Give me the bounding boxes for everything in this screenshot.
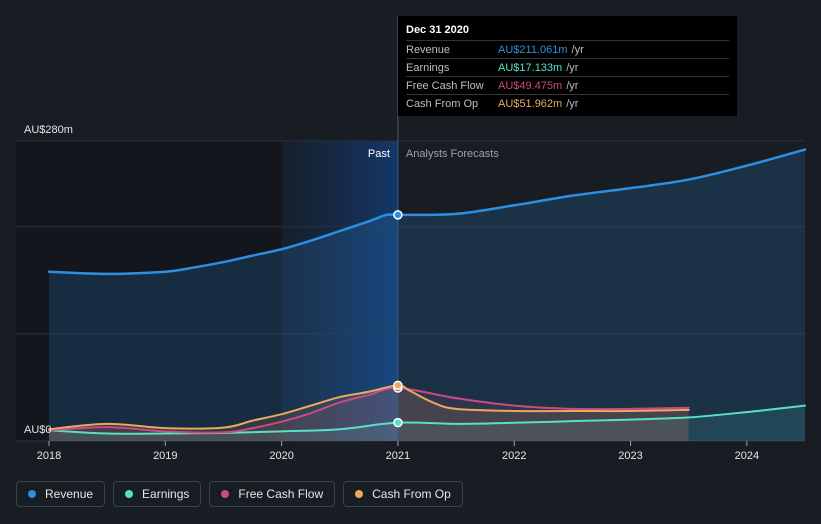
x-tick-label: 2024 <box>735 450 759 462</box>
tooltip-series-unit: /yr <box>571 43 584 56</box>
legend-item-earnings[interactable]: Earnings <box>113 481 202 507</box>
tooltip-row: Free Cash Flow AU$49.475m/yr <box>406 76 729 94</box>
tooltip-series-value: AU$17.133m <box>498 61 563 74</box>
tooltip-series-name: Free Cash Flow <box>406 79 484 92</box>
forecast-label: Analysts Forecasts <box>406 148 499 160</box>
legend-dot-icon <box>28 490 36 498</box>
legend-item-revenue[interactable]: Revenue <box>16 481 106 507</box>
free-cash-flow-area <box>49 387 689 441</box>
tooltip-series-value: AU$51.962m <box>498 97 563 110</box>
tooltip-row: Earnings AU$17.133m/yr <box>406 58 729 76</box>
tooltip: Dec 31 2020 Revenue AU$211.061m/yr Earning… <box>398 16 737 116</box>
x-tick-label: 2020 <box>269 450 293 462</box>
tooltip-row: Revenue AU$211.061m/yr <box>406 40 729 58</box>
legend-label: Earnings <box>142 487 190 501</box>
y-axis-bottom-label: AU$0 <box>24 424 52 436</box>
x-tick-label: 2019 <box>153 450 177 462</box>
x-tick-label: 2023 <box>618 450 642 462</box>
legend-item-free-cash-flow[interactable]: Free Cash Flow <box>209 481 336 507</box>
revenue-line <box>47 148 807 276</box>
x-tick-label: 2022 <box>502 450 526 462</box>
legend: Revenue Earnings Free Cash Flow Cash From O… <box>16 481 463 507</box>
series-lines <box>47 148 807 435</box>
legend-dot-icon <box>221 490 230 498</box>
tooltip-row: Cash From Op AU$51.962m/yr <box>406 94 729 112</box>
legend-label: Revenue <box>45 487 94 501</box>
past-label: Past <box>368 148 390 160</box>
legend-dot-icon <box>125 490 134 498</box>
series-areas <box>49 149 805 442</box>
tooltip-series-unit: /yr <box>566 61 579 74</box>
tooltip-series-name: Revenue <box>406 43 451 56</box>
tooltip-series-unit: /yr <box>566 97 579 110</box>
y-axis-top-label: AU$280m <box>24 124 73 136</box>
x-axis-ticks: 2018 2019 2020 2021 2022 2023 2024 <box>37 441 759 462</box>
x-tick-label: 2018 <box>37 450 61 462</box>
tooltip-date: Dec 31 2020 <box>406 24 469 36</box>
hover-markers <box>393 210 403 428</box>
earnings-line <box>48 404 806 435</box>
legend-label: Free Cash Flow <box>238 487 324 501</box>
legend-dot-icon <box>355 490 364 498</box>
legend-label: Cash From Op <box>372 487 451 501</box>
tooltip-series-name: Earnings <box>406 61 450 74</box>
cash-from-op-area <box>49 385 689 441</box>
tooltip-series-value: AU$211.061m <box>498 43 568 56</box>
cash-from-op-line <box>48 384 690 431</box>
revenue-marker <box>393 210 403 220</box>
legend-item-cash-from-op[interactable]: Cash From Op <box>343 481 463 507</box>
gridlines <box>16 140 805 442</box>
x-tick-label: 2021 <box>386 450 410 462</box>
revenue-area <box>49 149 805 442</box>
cash-from-op-marker <box>393 380 403 391</box>
tooltip-series-name: Cash From Op <box>406 97 479 110</box>
free-cash-flow-line <box>48 386 690 434</box>
tooltip-series-unit: /yr <box>566 79 579 92</box>
earnings-marker <box>393 417 403 428</box>
tooltip-series-value: AU$49.475m <box>498 79 563 92</box>
